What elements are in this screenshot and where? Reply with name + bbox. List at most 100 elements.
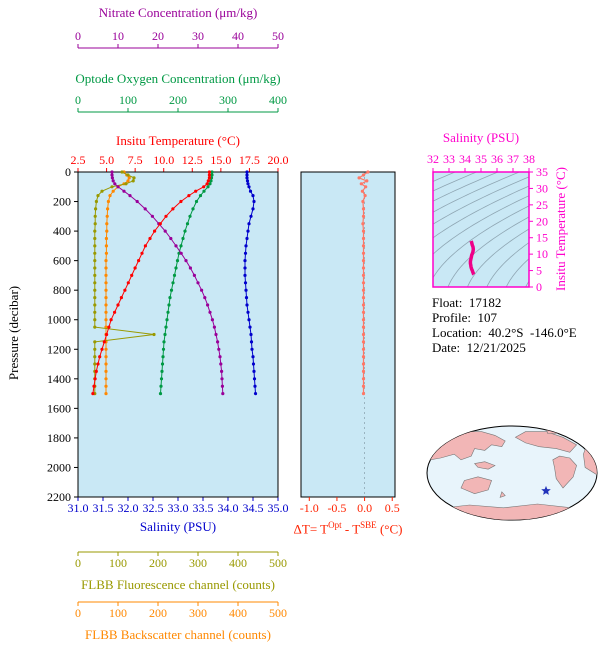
tick-label: 12.5 xyxy=(182,153,203,167)
tick-label: 30 xyxy=(536,181,548,195)
ts-panel-bg xyxy=(433,172,529,287)
tick-label: 0 xyxy=(75,93,81,107)
dt-title-part: ΔT= T xyxy=(293,521,329,537)
fluorescence-axis-title: FLBB Fluorescence channel (counts) xyxy=(81,577,275,592)
tick-label: 1000 xyxy=(47,313,71,327)
backscatter-axis: 0 100 200 300 400 500 xyxy=(75,601,287,620)
continent xyxy=(552,455,577,489)
tick-label: 35 xyxy=(475,152,487,166)
dt-axis-title: ΔT= TOpt - TSBE (°C) xyxy=(258,518,438,536)
tick-label: 600 xyxy=(53,254,71,268)
tick-label: 10.0 xyxy=(153,153,174,167)
tick-label: 300 xyxy=(189,556,207,570)
tick-label: 2.5 xyxy=(71,153,86,167)
main-panel-bg xyxy=(78,172,278,497)
tick-label: 32.0 xyxy=(118,501,139,515)
series-temperature xyxy=(91,170,211,396)
ts-temperature-axis-label: Insitu Temperature (°C) xyxy=(553,167,568,291)
dt-title-part: (°C) xyxy=(376,521,403,537)
tick-label: 36 xyxy=(491,152,503,166)
salinity-axis: 31.0 31.5 32.0 32.5 33.0 33.5 34.0 34.5 35.0 xyxy=(68,497,289,515)
tick-label: 200 xyxy=(149,606,167,620)
main-panel-frame xyxy=(77,171,279,498)
tick-label: 300 xyxy=(189,606,207,620)
tick-label: 10 xyxy=(112,29,124,43)
series-salinity xyxy=(243,170,258,396)
tick-label: 32.5 xyxy=(143,501,164,515)
dt-panel-bg xyxy=(301,172,395,497)
tick-label: -0.5 xyxy=(327,501,346,515)
tick-label: 200 xyxy=(53,195,71,209)
world-map xyxy=(426,425,598,521)
dt-title-part: - T xyxy=(341,521,361,537)
series-fluorescence xyxy=(93,170,156,396)
fluorescence-axis: 0 100 200 300 400 500 xyxy=(75,551,287,570)
tick-label: 400 xyxy=(53,224,71,238)
date-line: Date: 12/21/2025 xyxy=(432,340,526,355)
dt-panel-frame xyxy=(300,171,396,498)
ts-curve xyxy=(468,239,476,276)
tick-label: 500 xyxy=(269,556,287,570)
tick-label: 400 xyxy=(269,93,287,107)
tick-label: 0 xyxy=(75,29,81,43)
tick-label: 2200 xyxy=(47,490,71,504)
tick-label: 20 xyxy=(152,29,164,43)
tick-label: 50 xyxy=(272,29,284,43)
tick-label: 0.5 xyxy=(385,501,400,515)
density-contours xyxy=(433,172,529,287)
tick-label: 33.5 xyxy=(193,501,214,515)
tick-label: 20 xyxy=(536,214,548,228)
float-location-star xyxy=(541,485,551,495)
tick-label: 40 xyxy=(232,29,244,43)
tick-label: 0 xyxy=(75,556,81,570)
tick-label: 5 xyxy=(536,264,542,278)
tick-label: 1800 xyxy=(47,431,71,445)
tick-label: 100 xyxy=(109,606,127,620)
float-id-line: Float: 17182 xyxy=(432,295,502,310)
tick-label: 38 xyxy=(523,152,535,166)
tick-label: 100 xyxy=(109,556,127,570)
tick-label: 7.5 xyxy=(128,153,143,167)
tick-label: 35.0 xyxy=(268,501,289,515)
continent xyxy=(499,491,506,498)
salinity-axis-title: Salinity (PSU) xyxy=(139,519,217,534)
tick-label: 32 xyxy=(427,152,439,166)
tick-label: 25 xyxy=(536,198,548,212)
tick-label: 0 xyxy=(75,606,81,620)
tick-label: 0 xyxy=(536,280,542,294)
tick-label: 34.0 xyxy=(218,501,239,515)
nitrate-axis: 0 10 20 30 40 50 xyxy=(75,29,284,49)
tick-label: 33 xyxy=(443,152,455,166)
tick-label: 15.0 xyxy=(210,153,231,167)
location-line: Location: 40.2°S -146.0°E xyxy=(432,325,577,340)
tick-label: 34.5 xyxy=(243,501,264,515)
temperature-axis: 2.5 5.0 7.5 10.0 12.5 15.0 17.5 20.0 xyxy=(71,153,289,172)
pressure-axis-label: Pressure (decibar) xyxy=(6,285,21,381)
tick-label: 200 xyxy=(169,93,187,107)
tick-label: 31.0 xyxy=(68,501,89,515)
tick-label: 20.0 xyxy=(268,153,289,167)
tick-label: 17.5 xyxy=(239,153,260,167)
tick-label: 500 xyxy=(269,606,287,620)
tick-label: -1.0 xyxy=(300,501,319,515)
continent xyxy=(474,461,496,470)
tick-label: 800 xyxy=(53,283,71,297)
tick-label: 0 xyxy=(65,165,71,179)
dt-title-sup-sbe: SBE xyxy=(360,520,377,530)
nitrate-axis-title: Nitrate Concentration (μm/kg) xyxy=(98,5,258,20)
profile-number-line: Profile: 107 xyxy=(432,310,497,325)
temperature-axis-title: Insitu Temperature (°C) xyxy=(116,133,240,148)
tick-label: 34 xyxy=(459,152,471,166)
tick-label: 35 xyxy=(536,165,548,179)
ts-salinity-axis-title: Salinity (PSU) xyxy=(442,130,520,145)
tick-label: 400 xyxy=(229,606,247,620)
series-dt xyxy=(357,170,370,396)
tick-label: 33.0 xyxy=(168,501,189,515)
continent xyxy=(514,431,578,453)
tick-label: 1400 xyxy=(47,372,71,386)
tick-label: 2000 xyxy=(47,460,71,474)
tick-label: 10 xyxy=(536,247,548,261)
backscatter-axis-title: FLBB Backscatter channel (counts) xyxy=(85,627,271,642)
tick-label: 30 xyxy=(192,29,204,43)
